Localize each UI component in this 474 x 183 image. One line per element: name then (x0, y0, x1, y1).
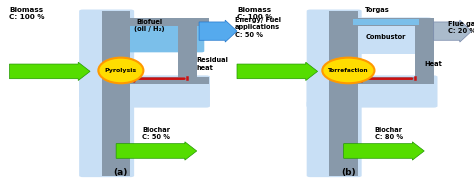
Bar (329, 92, 358, 176)
Text: Biomass
C: 100 %: Biomass C: 100 % (237, 7, 273, 20)
Bar (102, 11, 130, 92)
Bar (415, 18, 434, 84)
Bar (130, 77, 209, 84)
Text: Flue gas
C: 20 %: Flue gas C: 20 % (448, 21, 474, 34)
Text: (b): (b) (341, 168, 356, 177)
FancyBboxPatch shape (79, 75, 210, 108)
FancyBboxPatch shape (353, 19, 419, 25)
Text: Combustor: Combustor (366, 34, 407, 40)
Bar (130, 18, 209, 26)
FancyArrow shape (9, 62, 90, 81)
Bar (102, 168, 130, 176)
Ellipse shape (99, 58, 143, 83)
FancyBboxPatch shape (307, 75, 438, 108)
FancyArrow shape (344, 142, 424, 160)
FancyBboxPatch shape (104, 19, 204, 52)
Text: Biomass
C: 100 %: Biomass C: 100 % (9, 7, 45, 20)
FancyArrow shape (199, 20, 237, 42)
FancyBboxPatch shape (307, 10, 362, 108)
Text: (a): (a) (114, 168, 128, 177)
FancyArrow shape (237, 62, 318, 81)
Text: Torgas: Torgas (365, 7, 389, 13)
Text: Biochar
C: 80 %: Biochar C: 80 % (374, 127, 403, 140)
Text: Heat: Heat (424, 61, 442, 67)
Bar (358, 77, 424, 84)
Text: Pyrolysis: Pyrolysis (105, 68, 137, 73)
Text: Biochar
C: 50 %: Biochar C: 50 % (142, 127, 171, 140)
Text: Biofuel
(oil / H₂): Biofuel (oil / H₂) (134, 19, 164, 32)
FancyBboxPatch shape (307, 101, 362, 177)
Bar (178, 18, 197, 84)
FancyBboxPatch shape (79, 101, 134, 177)
Bar (329, 11, 358, 92)
FancyBboxPatch shape (79, 10, 134, 108)
Ellipse shape (322, 58, 374, 83)
FancyArrow shape (434, 20, 472, 42)
FancyBboxPatch shape (346, 17, 434, 54)
Bar (358, 18, 424, 26)
Bar (329, 168, 358, 176)
Text: Residual
heat: Residual heat (197, 57, 228, 71)
Text: Energy/ Fuel
applications
C: 50 %: Energy/ Fuel applications C: 50 % (235, 17, 281, 38)
Text: Torrefaction: Torrefaction (328, 68, 369, 73)
FancyArrow shape (116, 142, 197, 160)
Bar (102, 92, 130, 176)
